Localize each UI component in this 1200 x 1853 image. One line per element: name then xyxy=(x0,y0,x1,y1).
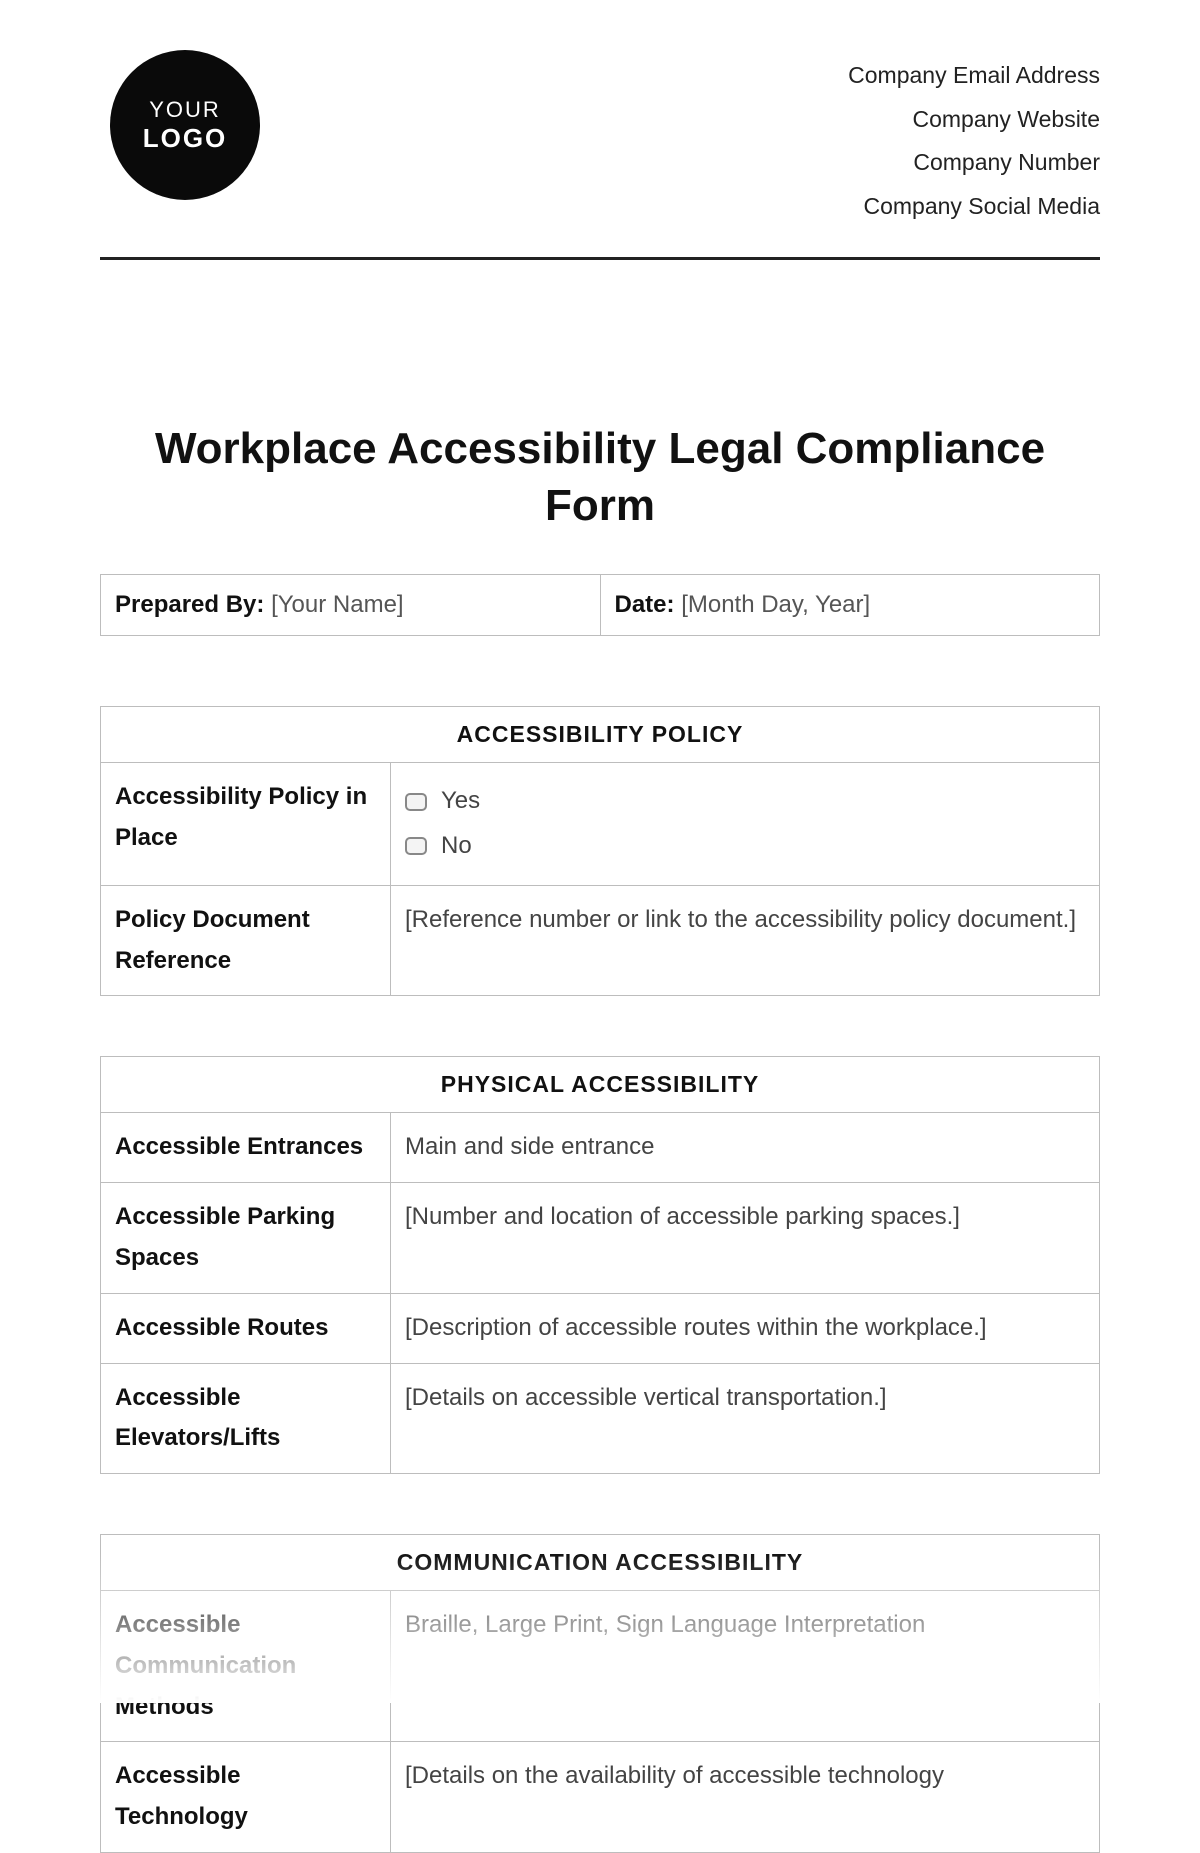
company-info: Company Email Address Company Website Co… xyxy=(848,50,1100,229)
company-logo: YOUR LOGO xyxy=(110,50,260,200)
prepared-by-value: [Your Name] xyxy=(271,591,404,618)
company-social: Company Social Media xyxy=(848,185,1100,229)
entrances-label: Accessible Entrances xyxy=(101,1113,391,1183)
routes-value: [Description of accessible routes within… xyxy=(391,1293,1100,1363)
parking-label: Accessible Parking Spaces xyxy=(101,1183,391,1294)
prepared-by-label: Prepared By: xyxy=(115,591,264,618)
routes-label: Accessible Routes xyxy=(101,1293,391,1363)
accessible-tech-label: Accessible Technology xyxy=(101,1742,391,1853)
logo-line-2: LOGO xyxy=(143,123,228,154)
comm-methods-value: Braille, Large Print, Sign Language Inte… xyxy=(391,1591,1100,1742)
checkbox-no-label: No xyxy=(441,826,472,867)
elevators-label: Accessible Elevators/Lifts xyxy=(101,1363,391,1474)
communication-accessibility-table: COMMUNICATION ACCESSIBILITY Accessible C… xyxy=(100,1534,1100,1853)
date-value: [Month Day, Year] xyxy=(681,591,870,618)
date-cell: Date: [Month Day, Year] xyxy=(600,575,1100,636)
company-number: Company Number xyxy=(848,141,1100,185)
document-title: Workplace Accessibility Legal Compliance… xyxy=(100,420,1100,534)
policy-yes-row: Yes xyxy=(405,781,1085,822)
company-website: Company Website xyxy=(848,98,1100,142)
checkbox-yes-label: Yes xyxy=(441,781,480,822)
checkbox-yes[interactable] xyxy=(405,793,427,811)
parking-value: [Number and location of accessible parki… xyxy=(391,1183,1100,1294)
accessible-tech-value: [Details on the availability of accessib… xyxy=(391,1742,1100,1853)
meta-table: Prepared By: [Your Name] Date: [Month Da… xyxy=(100,574,1100,636)
prepared-by-cell: Prepared By: [Your Name] xyxy=(101,575,601,636)
document-page: YOUR LOGO Company Email Address Company … xyxy=(0,0,1200,1853)
policy-heading: ACCESSIBILITY POLICY xyxy=(101,707,1100,763)
elevators-value: [Details on accessible vertical transpor… xyxy=(391,1363,1100,1474)
document-header: YOUR LOGO Company Email Address Company … xyxy=(100,50,1100,260)
physical-heading: PHYSICAL ACCESSIBILITY xyxy=(101,1057,1100,1113)
policy-in-place-label: Accessibility Policy in Place xyxy=(101,763,391,886)
entrances-value: Main and side entrance xyxy=(391,1113,1100,1183)
company-email: Company Email Address xyxy=(848,54,1100,98)
checkbox-no[interactable] xyxy=(405,837,427,855)
logo-line-1: YOUR xyxy=(149,97,221,123)
policy-doc-ref-label: Policy Document Reference xyxy=(101,885,391,996)
communication-heading: COMMUNICATION ACCESSIBILITY xyxy=(101,1535,1100,1591)
date-label: Date: xyxy=(615,591,675,618)
policy-in-place-options: Yes No xyxy=(391,763,1100,886)
comm-methods-label: Accessible Communication Methods xyxy=(101,1591,391,1742)
accessibility-policy-table: ACCESSIBILITY POLICY Accessibility Polic… xyxy=(100,706,1100,996)
policy-no-row: No xyxy=(405,826,1085,867)
physical-accessibility-table: PHYSICAL ACCESSIBILITY Accessible Entran… xyxy=(100,1056,1100,1474)
policy-doc-ref-value: [Reference number or link to the accessi… xyxy=(391,885,1100,996)
